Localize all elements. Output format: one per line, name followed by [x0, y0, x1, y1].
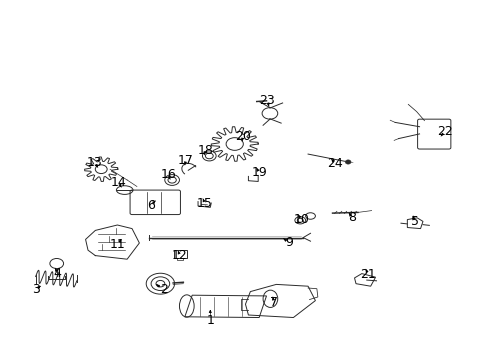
Bar [173, 250, 187, 258]
Circle shape [345, 160, 350, 164]
Text: 8: 8 [347, 211, 355, 224]
Text: 23: 23 [259, 94, 275, 107]
Text: 21: 21 [360, 268, 375, 281]
Text: 2: 2 [160, 283, 167, 296]
Text: 5: 5 [410, 215, 418, 228]
Text: 4: 4 [54, 267, 61, 280]
Text: 22: 22 [436, 125, 452, 138]
Text: 14: 14 [111, 176, 126, 189]
Text: 7: 7 [269, 296, 277, 309]
Text: 11: 11 [109, 238, 125, 251]
Text: 12: 12 [172, 249, 187, 262]
Text: 19: 19 [251, 166, 266, 179]
Text: 9: 9 [285, 237, 293, 249]
Text: 16: 16 [160, 168, 176, 181]
Text: 1: 1 [206, 314, 214, 327]
Text: 17: 17 [178, 154, 193, 167]
Text: 18: 18 [197, 144, 213, 157]
Text: 15: 15 [197, 197, 212, 210]
Text: 3: 3 [32, 283, 40, 296]
Text: 20: 20 [235, 130, 250, 143]
Text: 6: 6 [146, 199, 154, 212]
Text: 13: 13 [86, 156, 102, 168]
Text: 24: 24 [326, 157, 342, 170]
Text: 10: 10 [293, 213, 309, 226]
